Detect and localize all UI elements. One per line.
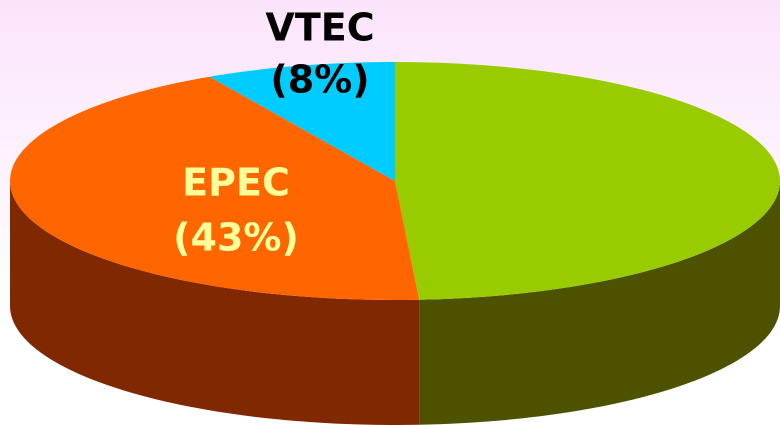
slice-label: VTEC	[265, 6, 374, 50]
pie-slice	[395, 62, 780, 300]
slice-value-label: (43%)	[173, 216, 299, 260]
slice-value-label: (8%)	[270, 58, 369, 102]
pie-slice	[10, 76, 420, 300]
pie-side	[419, 181, 780, 425]
pie-side	[10, 181, 420, 425]
pie-slice	[209, 62, 395, 181]
slice-label: EPEC	[182, 161, 290, 205]
